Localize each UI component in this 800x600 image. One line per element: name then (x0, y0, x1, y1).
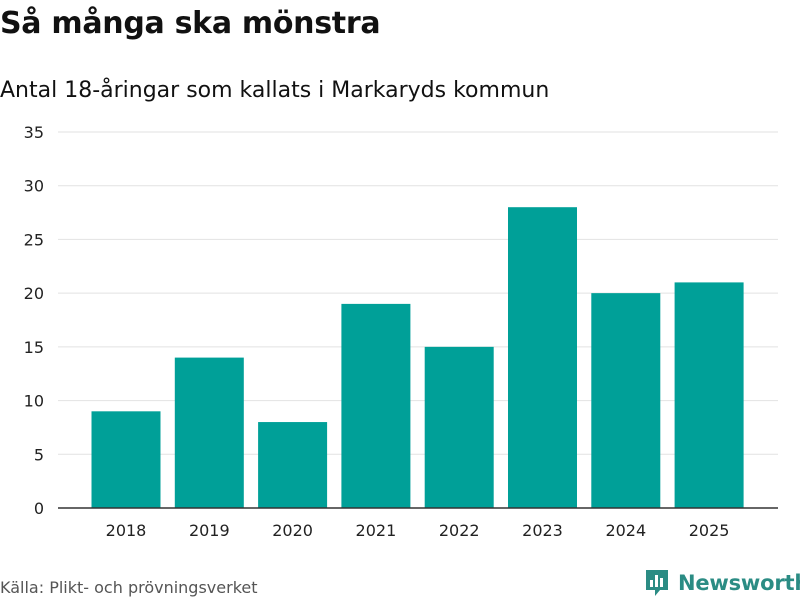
bar-2023 (508, 207, 577, 508)
x-tick-label: 2025 (689, 521, 730, 540)
x-tick-label: 2022 (439, 521, 480, 540)
bar-chart-badge-icon (646, 570, 668, 596)
y-tick-label: 10 (24, 392, 44, 411)
source-note: Källa: Plikt- och prövningsverket (0, 578, 258, 597)
bar-2018 (91, 411, 161, 508)
y-tick-label: 25 (24, 230, 44, 249)
y-tick-label: 0 (34, 499, 44, 518)
chart-title: Så många ska mönstra (0, 6, 381, 41)
bar-2020 (258, 422, 328, 508)
y-tick-label: 15 (24, 338, 44, 357)
bar-2022 (424, 346, 494, 508)
bar-2024 (591, 293, 661, 508)
chart-subtitle: Antal 18-åringar som kallats i Markaryds… (0, 78, 550, 103)
x-tick-label: 2019 (189, 521, 230, 540)
bar-2025 (674, 282, 744, 508)
bar-2021 (341, 303, 411, 508)
brand-name: Newsworthy (678, 571, 800, 595)
y-axis-ticks: 0 5 10 15 20 25 30 35 (24, 123, 44, 518)
x-tick-label: 2021 (356, 521, 397, 540)
bar-2019 (174, 357, 244, 508)
x-tick-label: 2024 (605, 521, 646, 540)
brand-logo: Newsworthy (644, 568, 800, 598)
x-tick-label: 2020 (272, 521, 313, 540)
x-axis-ticks: 2018 2019 2020 2021 2022 2023 2024 2025 (106, 521, 730, 540)
x-tick-label: 2023 (522, 521, 563, 540)
bars (91, 207, 744, 508)
x-tick-label: 2018 (106, 521, 147, 540)
y-tick-label: 35 (24, 123, 44, 142)
y-tick-label: 5 (34, 445, 44, 464)
y-tick-label: 20 (24, 284, 44, 303)
gridlines (58, 131, 778, 455)
y-tick-label: 30 (24, 177, 44, 196)
